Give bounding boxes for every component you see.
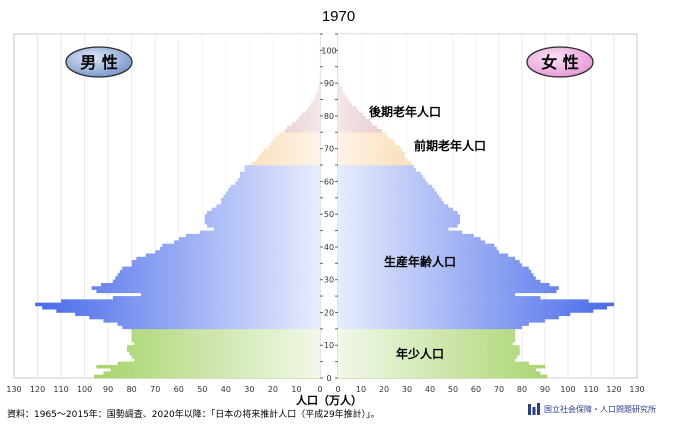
source-note: 資料：1965～2015年：国勢調査、2020年以降：「日本の将来推計人口（平成… (7, 410, 380, 420)
male-x-tick-label: 110 (53, 385, 68, 394)
female-x-tick-label: 0 (335, 385, 340, 394)
age-tick-label: 80 (324, 112, 334, 121)
female-x-tick-label: 40 (425, 385, 435, 394)
female-fade (338, 34, 637, 378)
x-axis-label: 人口（万人） (296, 393, 362, 407)
chart-title: 1970 (321, 8, 356, 25)
female-x-tick-label: 90 (540, 385, 550, 394)
male-x-tick-label: 90 (103, 385, 113, 394)
organization-logo: 国立社会保障・人口問題研究所 (527, 402, 656, 416)
female-x-tick-label: 130 (629, 385, 644, 394)
age-tick-label: 40 (324, 243, 334, 252)
female-x-tick-label: 10 (356, 385, 366, 394)
female-x-tick-label: 100 (560, 385, 575, 394)
age-tick-label: 30 (324, 276, 334, 285)
age-group-label: 生産年齢人口 (384, 254, 456, 269)
age-tick-label: 10 (324, 341, 334, 350)
female-x-tick-label: 30 (402, 385, 412, 394)
age-tick-label: 0 (326, 374, 331, 383)
ipss-logo-icon (528, 403, 540, 415)
male-badge-label: 男 性 (80, 53, 118, 72)
male-x-tick-label: 50 (197, 385, 207, 394)
female-x-tick-label: 20 (379, 385, 389, 394)
male-fade (14, 34, 320, 378)
female-x-tick-label: 80 (517, 385, 527, 394)
age-tick-label: 90 (324, 79, 334, 88)
organization-name: 国立社会保障・人口問題研究所 (544, 404, 656, 414)
age-tick-label: 50 (324, 210, 334, 219)
male-x-tick-label: 130 (6, 385, 21, 394)
male-x-tick-label: 70 (150, 385, 160, 394)
age-tick-label: 60 (324, 177, 334, 186)
male-x-tick-label: 80 (127, 385, 137, 394)
male-x-tick-label: 120 (30, 385, 45, 394)
male-x-tick-label: 0 (317, 385, 322, 394)
female-badge-label: 女 性 (541, 53, 579, 72)
female-x-tick-label: 70 (494, 385, 504, 394)
female-x-tick-label: 120 (606, 385, 621, 394)
female-x-tick-label: 50 (448, 385, 458, 394)
male-x-tick-label: 30 (244, 385, 254, 394)
age-group-label: 年少人口 (396, 346, 444, 361)
male-x-tick-label: 100 (77, 385, 92, 394)
female-x-tick-label: 60 (471, 385, 481, 394)
age-group-label: 前期老年人口 (414, 138, 486, 153)
female-x-tick-label: 110 (583, 385, 598, 394)
male-x-tick-label: 60 (174, 385, 184, 394)
male-x-tick-label: 10 (291, 385, 301, 394)
age-tick-label: 100 (321, 46, 336, 55)
age-tick-label: 70 (324, 145, 334, 154)
male-x-tick-label: 20 (268, 385, 278, 394)
age-group-label: 後期老年人口 (369, 104, 441, 119)
male-x-tick-label: 40 (221, 385, 231, 394)
age-tick-label: 20 (324, 308, 334, 317)
male-badge (65, 46, 133, 78)
female-badge (526, 46, 594, 78)
